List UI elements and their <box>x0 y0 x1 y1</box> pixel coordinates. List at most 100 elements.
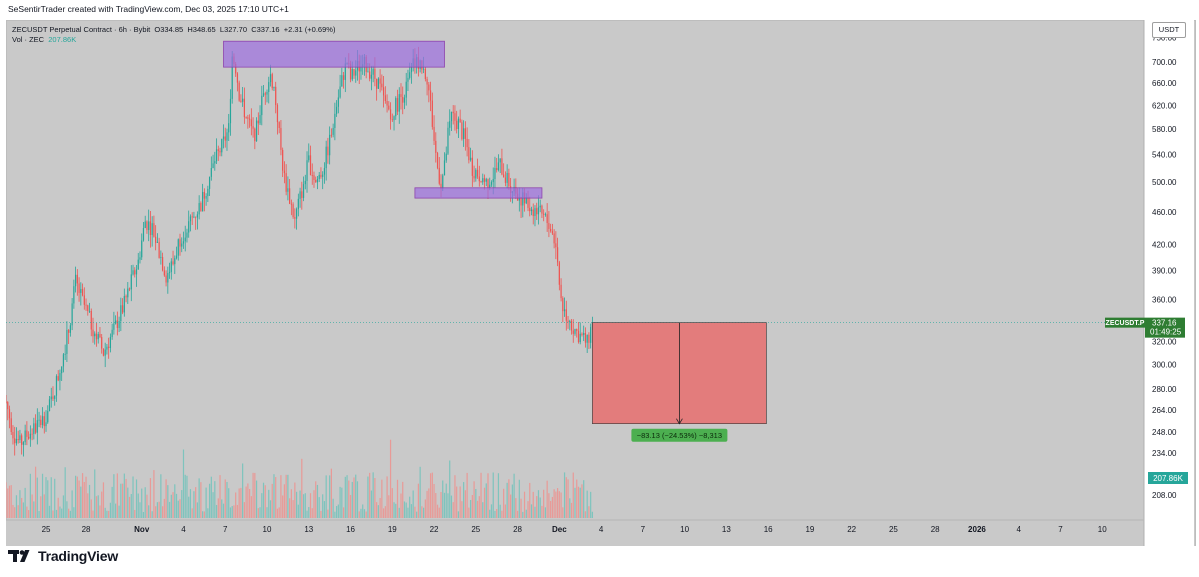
candle <box>318 174 320 179</box>
volume-bar <box>108 510 110 518</box>
candle <box>69 325 71 333</box>
candle <box>410 66 413 73</box>
volume-bar <box>442 480 444 518</box>
candle <box>534 208 536 217</box>
volume-bar <box>322 494 324 518</box>
candle <box>537 207 540 215</box>
volume-bar <box>579 487 581 518</box>
volume-bar <box>121 483 124 518</box>
candle <box>426 79 428 85</box>
volume-bar <box>268 489 270 518</box>
candle <box>337 97 339 107</box>
candle <box>443 160 446 176</box>
volume-bar <box>516 510 519 518</box>
candle <box>551 231 553 234</box>
candle <box>155 236 157 243</box>
volume-bar <box>365 511 367 518</box>
volume-bar <box>581 484 583 518</box>
volume-bar <box>471 495 473 518</box>
volume-bar <box>316 484 319 518</box>
candle <box>250 119 252 127</box>
volume-bar <box>311 508 313 518</box>
volume-bar <box>15 495 18 518</box>
volume-bar <box>339 486 341 518</box>
candle <box>108 346 110 348</box>
candle <box>268 82 270 92</box>
volume-bar <box>412 490 414 518</box>
volume-bar <box>541 505 543 518</box>
volume-bar <box>318 497 320 518</box>
candle <box>196 214 199 218</box>
candle <box>489 184 491 188</box>
volume-bar <box>475 488 477 518</box>
volume-bar <box>483 487 486 518</box>
volume-bar <box>485 483 487 518</box>
candle <box>121 305 124 313</box>
candle <box>280 127 282 150</box>
candle <box>174 258 176 265</box>
candle <box>478 176 480 182</box>
volume-bar <box>151 511 153 518</box>
volume-bar <box>221 499 223 518</box>
candle <box>584 333 587 343</box>
close-value: C337.16 <box>251 25 280 34</box>
volume-bar <box>306 510 308 518</box>
candle <box>10 418 12 433</box>
volume-bar <box>463 482 465 518</box>
candle <box>73 286 75 304</box>
volume-bar <box>336 506 338 518</box>
volume-bar <box>381 479 383 518</box>
volume-bar <box>574 487 576 518</box>
volume-bar <box>99 505 101 518</box>
volume-label: Vol · ZEC <box>12 35 45 44</box>
volume-bar <box>85 476 87 518</box>
candle <box>179 239 181 247</box>
volume-bar <box>203 511 205 518</box>
volume-bar <box>62 495 65 518</box>
currency-button[interactable]: USDT <box>1152 22 1186 38</box>
volume-bar <box>586 490 588 518</box>
volume-bar <box>363 509 366 518</box>
volume-bar <box>591 511 594 518</box>
y-tick-label: 390.00 <box>1152 267 1177 276</box>
candle <box>88 311 91 312</box>
candle <box>480 181 482 183</box>
candle <box>74 274 77 287</box>
volume-bar <box>525 509 527 518</box>
volume-bar <box>410 504 413 518</box>
y-tick-label: 540.00 <box>1152 151 1177 160</box>
volume-bar <box>572 472 574 518</box>
volume-bar <box>34 466 37 518</box>
volume-bar <box>144 487 146 518</box>
volume-bar <box>362 504 364 518</box>
candle <box>172 261 174 265</box>
candle <box>574 329 576 334</box>
volume-bar <box>428 488 430 518</box>
volume-bar <box>584 511 587 518</box>
volume-bar <box>569 498 571 518</box>
price-chart[interactable]: −83.13 (−24.53%) −8,313 750.00700.00660.… <box>6 20 1194 546</box>
tradingview-logo[interactable]: TradingView <box>8 548 118 564</box>
x-tick-label: 16 <box>764 525 773 534</box>
chart-pane[interactable] <box>6 20 1196 547</box>
volume-bar <box>247 483 249 518</box>
candle <box>431 100 433 127</box>
y-tick-label: 234.00 <box>1152 449 1177 458</box>
volume-bar <box>31 494 33 518</box>
candle <box>111 329 113 337</box>
volume-bar <box>567 479 569 518</box>
volume-bar <box>38 511 40 518</box>
candle <box>342 75 345 80</box>
candle <box>471 157 473 176</box>
candle <box>170 261 172 272</box>
y-tick-label: 420.00 <box>1152 240 1177 249</box>
candle <box>254 128 256 142</box>
candle <box>130 274 132 290</box>
volume-bar <box>12 504 14 518</box>
volume-bar <box>120 483 122 518</box>
candle <box>423 68 425 70</box>
candle <box>97 334 99 340</box>
x-tick-label: 28 <box>82 525 91 534</box>
candle <box>302 184 305 198</box>
volume-bar <box>69 510 71 518</box>
